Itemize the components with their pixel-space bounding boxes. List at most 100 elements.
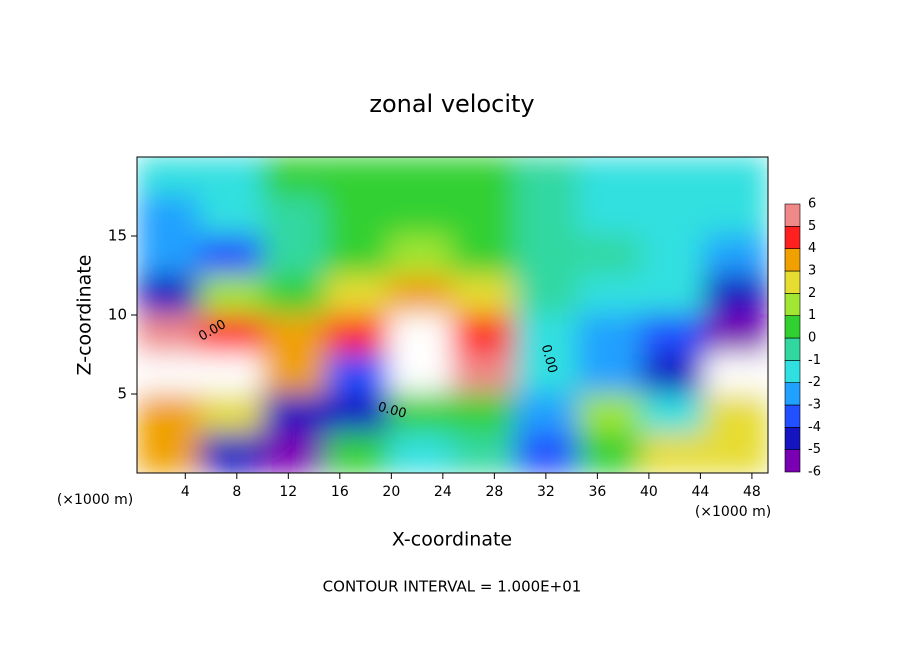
cell — [640, 393, 706, 435]
x-tick-label: 4 — [181, 484, 190, 500]
cell — [388, 274, 454, 316]
cell — [262, 393, 328, 435]
cell — [514, 393, 580, 435]
colorbar-label: 0 — [808, 331, 816, 346]
x-tick-label: 16 — [331, 484, 349, 500]
footer: CONTOUR INTERVAL = 1.000E+01 — [323, 578, 582, 596]
x-tick-label: 28 — [485, 484, 503, 500]
cell — [137, 393, 202, 435]
x-tick-label: 20 — [382, 484, 400, 500]
colorbar-label: -1 — [808, 353, 821, 368]
cell — [325, 432, 391, 473]
colorbar-swatch — [784, 293, 801, 316]
cell — [388, 432, 454, 473]
cell — [514, 235, 580, 277]
cell — [137, 157, 202, 198]
x-tick-label: 44 — [691, 484, 709, 500]
cell — [388, 235, 454, 277]
colorbar-swatch — [784, 226, 801, 249]
colorbar-label: 6 — [808, 197, 816, 212]
y-axis-label: Z-coordinate — [74, 255, 96, 376]
colorbar-label: -5 — [808, 442, 821, 457]
cell — [451, 235, 517, 277]
cell — [137, 432, 202, 473]
cell — [451, 432, 517, 473]
colorbar-label: -6 — [808, 465, 821, 480]
colorbar-swatch — [784, 427, 801, 450]
x-tick-label: 24 — [434, 484, 452, 500]
colorbar-swatch — [784, 360, 801, 383]
x-axis-label: X-coordinate — [392, 529, 512, 551]
cell — [262, 195, 328, 237]
colorbar-swatch — [784, 203, 801, 227]
y-tick-label: 5 — [117, 385, 127, 403]
cell — [577, 314, 643, 356]
cell — [137, 353, 202, 395]
cell — [640, 235, 706, 277]
cell — [199, 157, 265, 198]
cell — [703, 353, 768, 395]
cell — [262, 274, 328, 316]
x-tick-label: 8 — [232, 484, 241, 500]
cell — [137, 235, 202, 277]
colorbar-label: -3 — [808, 398, 821, 413]
cell — [577, 393, 643, 435]
cell — [514, 157, 580, 198]
x-tick-label: 12 — [279, 484, 297, 500]
cell — [451, 314, 517, 356]
cell — [451, 353, 517, 395]
cell — [703, 157, 768, 198]
cell — [703, 393, 768, 435]
cell — [262, 235, 328, 277]
colorbar-label: -2 — [808, 375, 821, 390]
x-tick-label: 36 — [588, 484, 606, 500]
colorbar-swatch — [784, 404, 801, 428]
cell — [577, 274, 643, 316]
cell — [137, 274, 202, 316]
cell — [703, 195, 768, 237]
cell — [199, 235, 265, 277]
y-tick-label: 15 — [108, 227, 127, 245]
colorbar-swatch — [784, 449, 801, 473]
cell — [199, 274, 265, 316]
cell — [514, 274, 580, 316]
cell — [325, 274, 391, 316]
cell — [577, 235, 643, 277]
colorbar-swatch — [784, 337, 801, 361]
cell — [514, 353, 580, 395]
cell — [325, 157, 391, 198]
cell — [137, 195, 202, 237]
x-unit-label: (×1000 m) — [695, 504, 771, 520]
cell — [703, 314, 768, 356]
cell — [640, 353, 706, 395]
cell — [640, 432, 706, 473]
contour-label: 0.00 — [376, 400, 408, 422]
cell — [199, 393, 265, 435]
cell — [577, 195, 643, 237]
cell — [514, 432, 580, 473]
contour-label: 0.00 — [538, 343, 560, 375]
cell — [137, 314, 202, 356]
field — [137, 157, 768, 473]
cell — [262, 157, 328, 198]
x-tick-label: 48 — [743, 484, 761, 500]
cell — [325, 235, 391, 277]
cell — [640, 195, 706, 237]
cell — [325, 393, 391, 435]
x-unit-label: (×1000 m) — [57, 492, 133, 508]
cell — [703, 235, 768, 277]
cell — [325, 195, 391, 237]
cell — [577, 157, 643, 198]
cell — [577, 353, 643, 395]
y-tick-label: 10 — [108, 306, 127, 324]
colorbar-label: 1 — [808, 308, 816, 323]
cell — [388, 157, 454, 198]
cell — [388, 393, 454, 435]
colorbar-swatch — [784, 382, 801, 406]
colorbar-label: -4 — [808, 420, 821, 435]
colorbar-label: 2 — [808, 286, 816, 301]
cell — [640, 314, 706, 356]
cell — [199, 314, 265, 356]
cell — [577, 432, 643, 473]
